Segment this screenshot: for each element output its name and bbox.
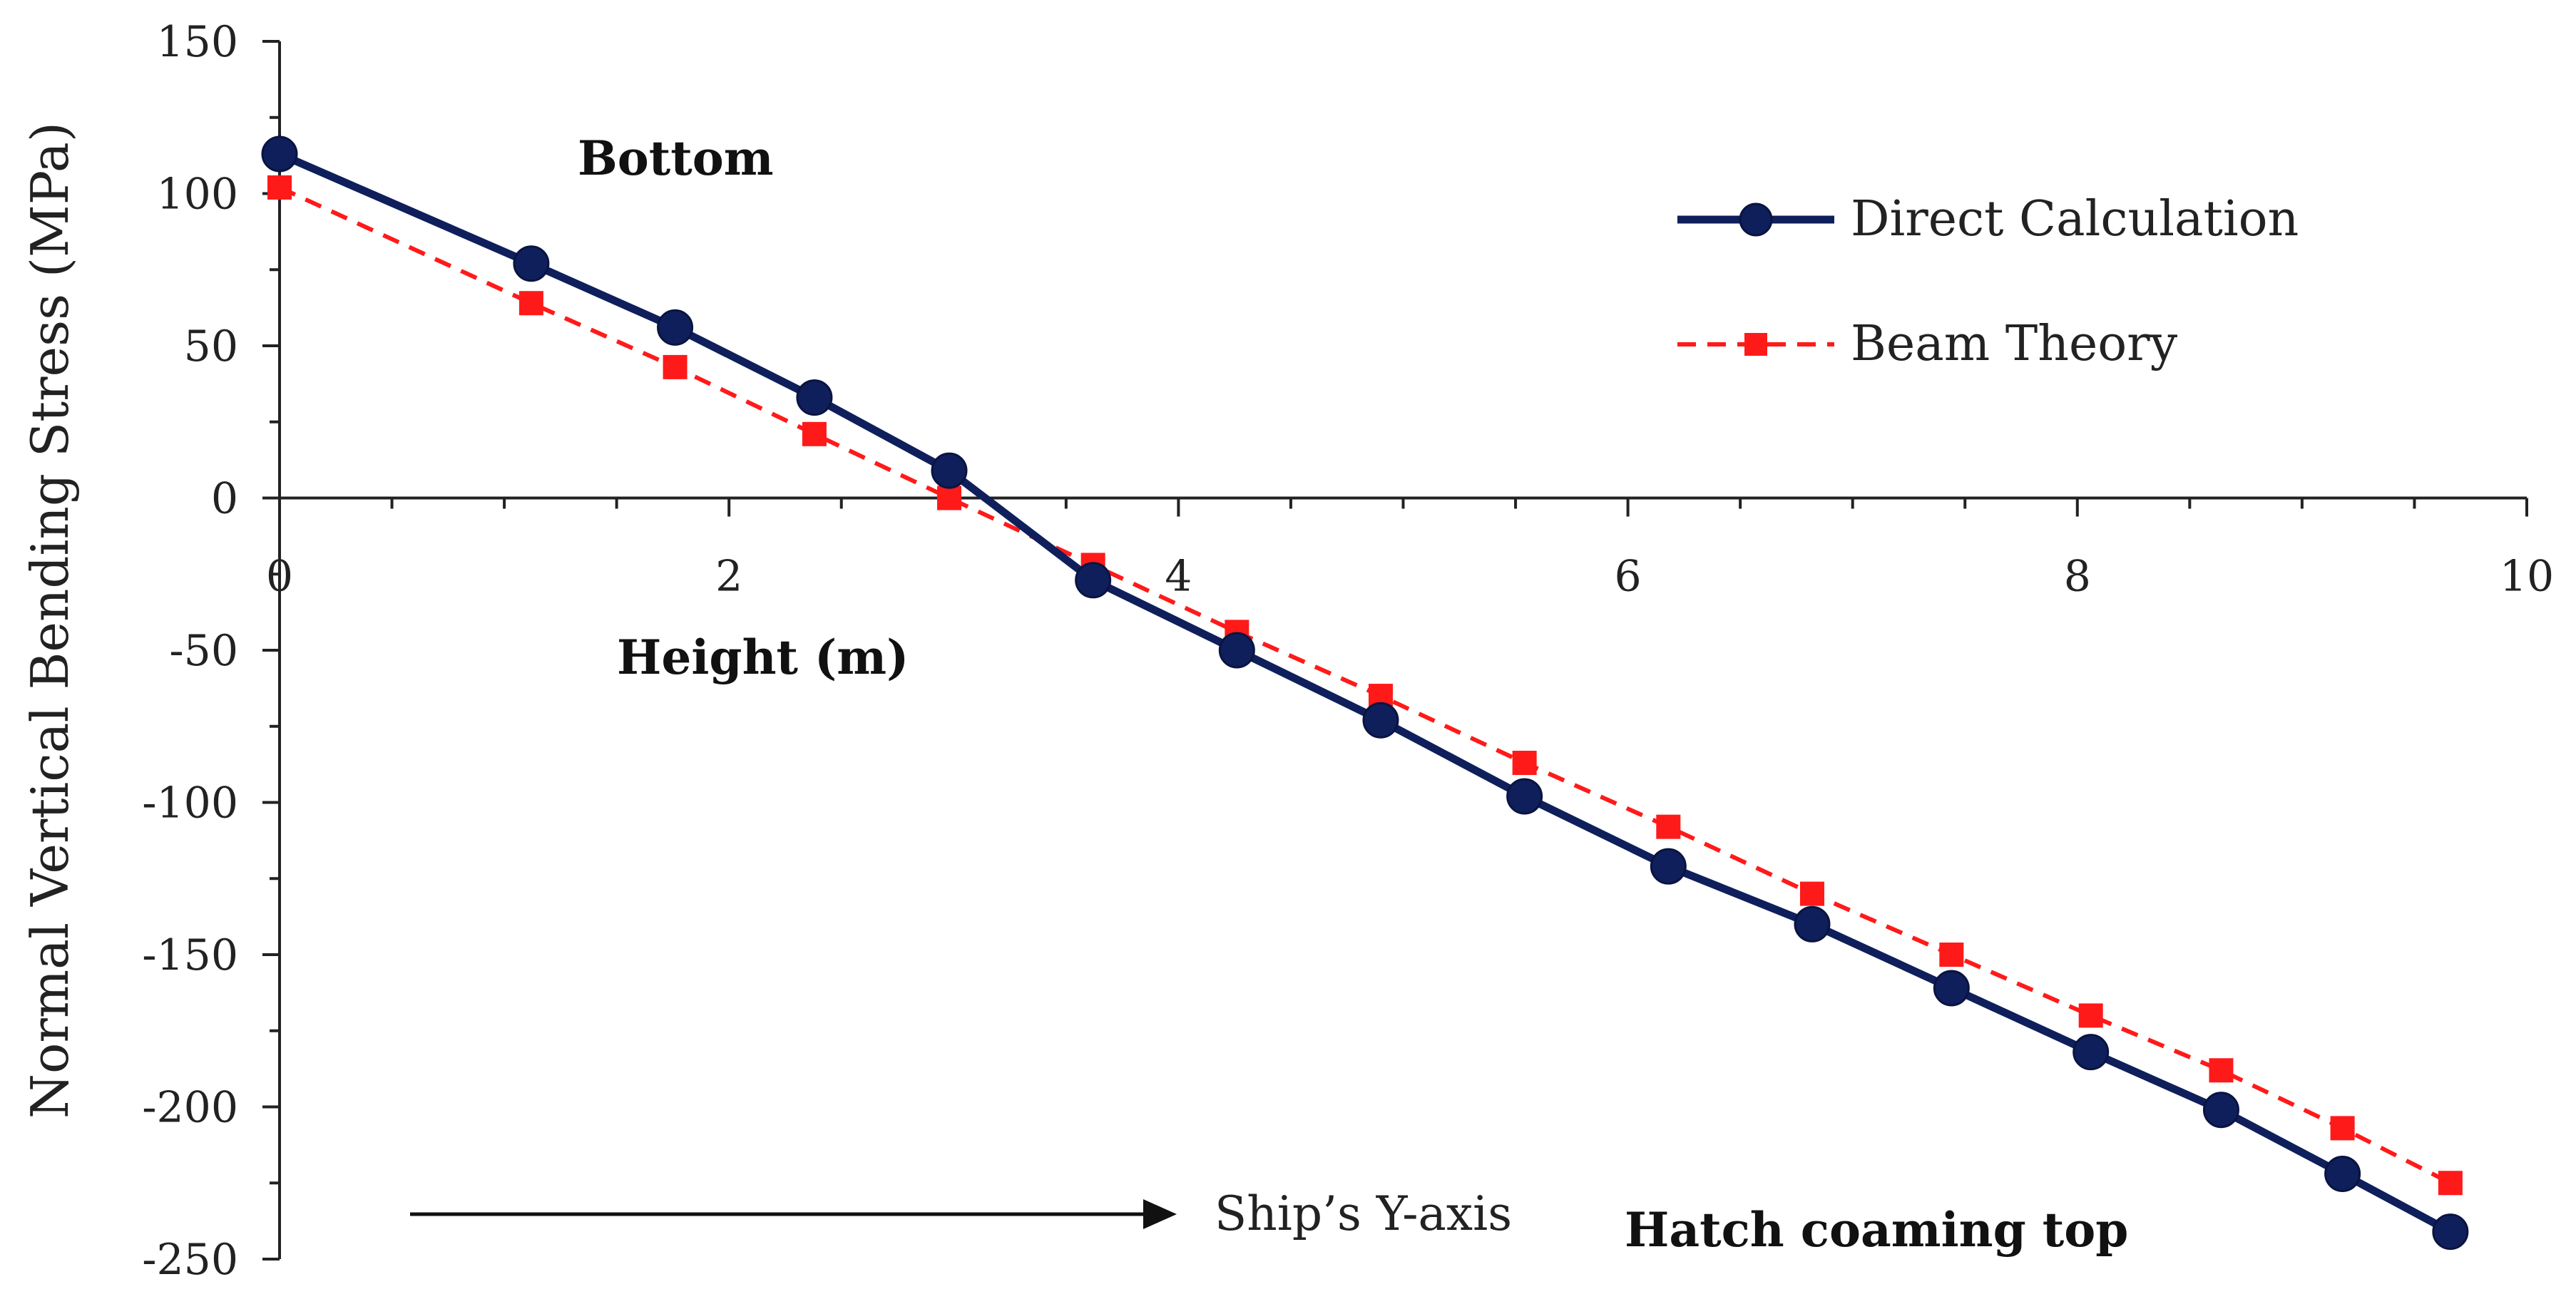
series-line-beam-theory <box>278 185 2452 1185</box>
y-tick-label: -200 <box>142 1083 238 1133</box>
legend-label-direct-calculation: Direct Calculation <box>1851 191 2299 247</box>
chart-series-markers <box>261 135 2469 1251</box>
y-tick-label: 150 <box>156 17 238 67</box>
annotation-bottom: Bottom <box>578 130 774 186</box>
annotation-ship-axis: Ship’s Y-axis <box>1215 1186 1512 1241</box>
legend-item-direct-calculation: Direct Calculation <box>1677 191 2299 247</box>
data-point-direct-calculation <box>261 135 298 173</box>
data-point-direct-calculation <box>1650 848 1687 885</box>
data-point-beam-theory <box>663 354 688 379</box>
data-point-direct-calculation <box>931 452 968 489</box>
x-tick-label: 4 <box>1165 552 1192 602</box>
x-tick-label: 0 <box>266 552 293 602</box>
data-point-direct-calculation <box>796 379 833 416</box>
x-tick-label: 6 <box>1615 552 1642 602</box>
data-point-direct-calculation <box>2324 1155 2361 1192</box>
data-point-direct-calculation <box>1794 905 1831 943</box>
ship-axis-arrow <box>410 1199 1177 1229</box>
legend: Direct Calculation Beam Theory <box>1677 191 2299 372</box>
y-tick-label: 50 <box>184 322 238 371</box>
legend-swatch-beam-marker <box>1744 333 1767 356</box>
data-point-beam-theory <box>2438 1171 2463 1196</box>
data-point-direct-calculation <box>2202 1092 2239 1129</box>
x-tick-label: 8 <box>2064 552 2091 602</box>
data-point-direct-calculation <box>1075 562 1112 599</box>
x-tick-label: 2 <box>715 552 742 602</box>
data-point-beam-theory <box>1656 814 1681 839</box>
data-point-beam-theory <box>1799 881 1824 906</box>
data-point-beam-theory <box>267 175 292 200</box>
data-point-beam-theory <box>2209 1058 2234 1083</box>
legend-swatch-direct-marker <box>1739 202 1773 237</box>
y-tick-label: -100 <box>142 779 238 828</box>
y-tick-label: 100 <box>156 170 238 220</box>
data-point-direct-calculation <box>1933 970 1970 1007</box>
x-axis-title: Height (m) <box>617 630 909 685</box>
data-point-beam-theory <box>518 291 543 316</box>
data-point-direct-calculation <box>1506 778 1543 815</box>
y-tick-label: -50 <box>169 626 238 676</box>
data-point-beam-theory <box>2078 1003 2103 1028</box>
data-point-direct-calculation <box>2432 1213 2469 1251</box>
x-tick-label: 10 <box>2500 552 2554 602</box>
ship-axis-arrow-head <box>1143 1199 1177 1229</box>
data-point-beam-theory <box>802 421 827 446</box>
data-point-beam-theory <box>936 486 961 510</box>
y-axis-title: Normal Vertical Bending Stress (MPa) <box>20 122 80 1119</box>
legend-item-beam-theory: Beam Theory <box>1677 316 2178 372</box>
y-tick-label: 0 <box>211 474 238 524</box>
annotation-hatch-coaming-top: Hatch coaming top <box>1625 1202 2128 1258</box>
chart-series-lines <box>277 150 2453 1236</box>
data-point-beam-theory <box>1939 943 1964 967</box>
chart-ticks: 150 100 50 0 -50 -100 -150 -200 -250 0 2 4 6 8 10 <box>142 17 2554 1285</box>
data-point-direct-calculation <box>1362 702 1399 739</box>
data-point-beam-theory <box>2330 1116 2355 1141</box>
data-point-direct-calculation <box>657 309 694 346</box>
data-point-direct-calculation <box>2072 1034 2110 1071</box>
data-point-direct-calculation <box>513 245 550 282</box>
series-line-direct-calculation <box>277 150 2453 1236</box>
legend-label-beam-theory: Beam Theory <box>1851 316 2178 372</box>
data-point-beam-theory <box>1512 750 1537 775</box>
y-tick-label: -250 <box>142 1235 238 1285</box>
data-point-direct-calculation <box>1218 632 1255 669</box>
y-tick-label: -150 <box>142 930 238 980</box>
